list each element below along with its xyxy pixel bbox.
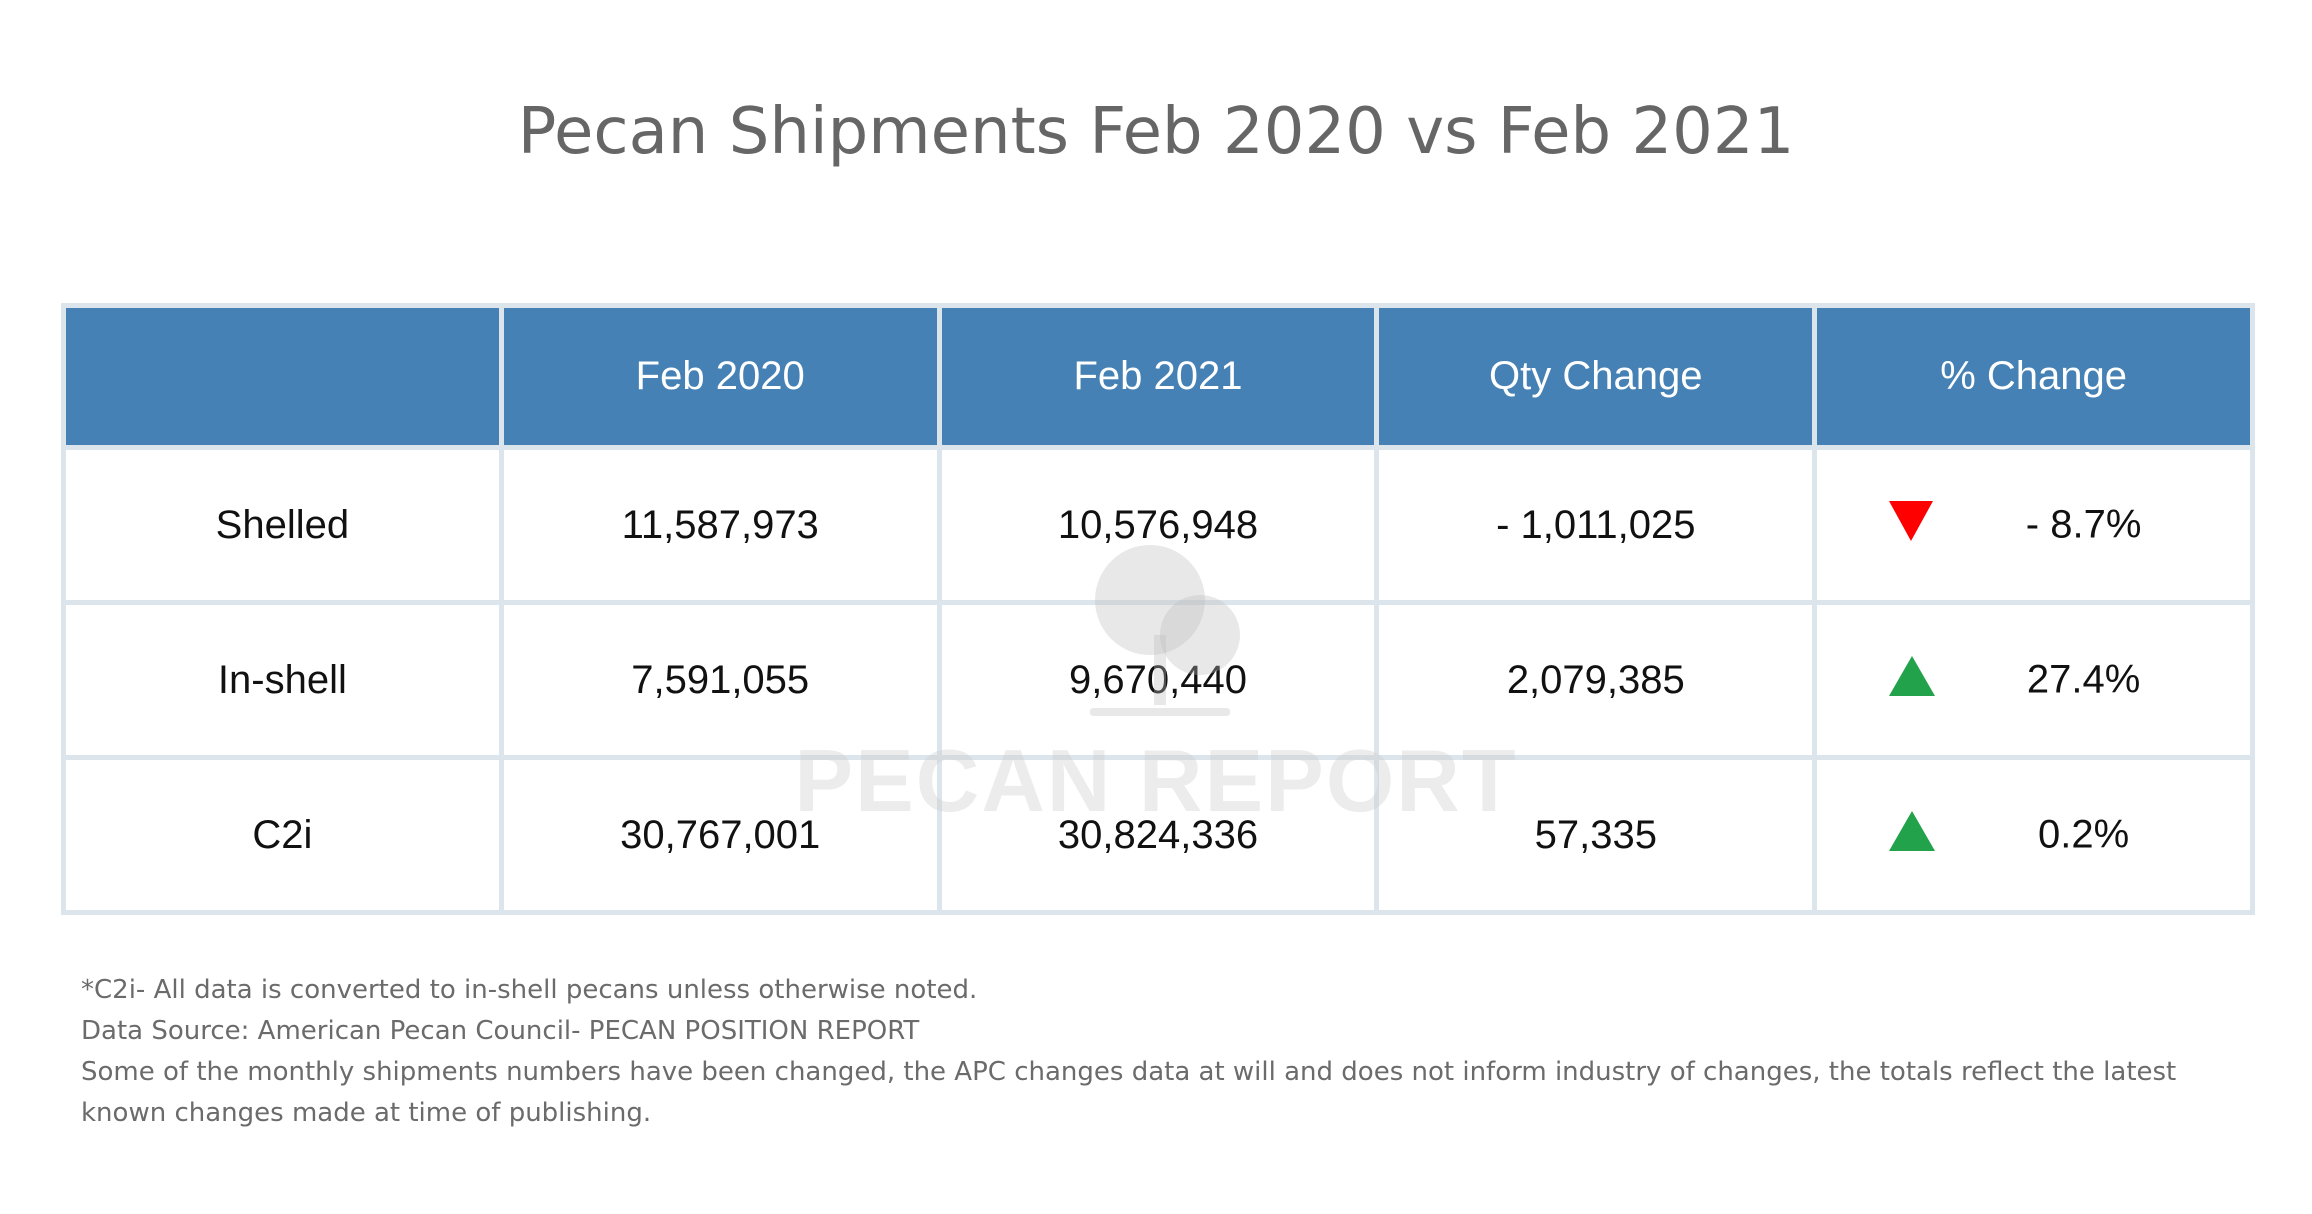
cell-feb-2020: 11,587,973 <box>503 450 937 600</box>
cell-qty-change: - 1,011,025 <box>1379 450 1813 600</box>
footnote-data-source: Data Source: American Pecan Council- PEC… <box>81 1016 920 1046</box>
header-cell-pct-change: % Change <box>1817 308 2250 445</box>
header-cell-qty-change: Qty Change <box>1379 308 1813 445</box>
chart-title: Pecan Shipments Feb 2020 vs Feb 2021 <box>517 95 1795 169</box>
cell-feb-2020: 30,767,001 <box>503 760 937 910</box>
table-row: C2i 30,767,001 30,824,336 57,335 0.2% <box>66 760 2250 910</box>
footnote-c2i: *C2i- All data is converted to in-shell … <box>81 975 978 1005</box>
cell-pct-change: 0.2% <box>1817 760 2250 910</box>
shipments-table-container: Feb 2020 Feb 2021 Qty Change % Change Sh… <box>61 303 2255 915</box>
cell-feb-2021: 30,824,336 <box>941 760 1375 910</box>
table-row: Shelled 11,587,973 10,576,948 - 1,011,02… <box>66 450 2250 600</box>
down-arrow-icon <box>1889 501 1934 541</box>
cell-pct-change: - 8.7% <box>1817 450 2250 600</box>
footnotes: *C2i- All data is converted to in-shell … <box>81 970 2241 1134</box>
header-cell-feb-2020: Feb 2020 <box>503 308 937 445</box>
pct-change-value: - 8.7% <box>2025 502 2142 547</box>
row-label: In-shell <box>66 605 499 755</box>
up-arrow-icon <box>1889 811 1936 851</box>
footnote-disclaimer: Some of the monthly shipments numbers ha… <box>81 1057 2177 1128</box>
header-cell-label <box>66 308 499 445</box>
up-arrow-icon <box>1889 656 1936 696</box>
cell-qty-change: 57,335 <box>1379 760 1813 910</box>
row-label: C2i <box>66 760 499 910</box>
table-row: In-shell 7,591,055 9,670,440 2,079,385 2… <box>66 605 2250 755</box>
shipments-table: Feb 2020 Feb 2021 Qty Change % Change Sh… <box>61 303 2255 915</box>
pct-change-value: 27.4% <box>2026 657 2141 702</box>
pct-change-value: 0.2% <box>2038 812 2130 857</box>
table-header-row: Feb 2020 Feb 2021 Qty Change % Change <box>66 308 2250 445</box>
cell-qty-change: 2,079,385 <box>1379 605 1813 755</box>
cell-pct-change: 27.4% <box>1817 605 2250 755</box>
cell-feb-2020: 7,591,055 <box>503 605 937 755</box>
cell-feb-2021: 9,670,440 <box>941 605 1375 755</box>
header-cell-feb-2021: Feb 2021 <box>941 308 1375 445</box>
row-label: Shelled <box>66 450 499 600</box>
cell-feb-2021: 10,576,948 <box>941 450 1375 600</box>
